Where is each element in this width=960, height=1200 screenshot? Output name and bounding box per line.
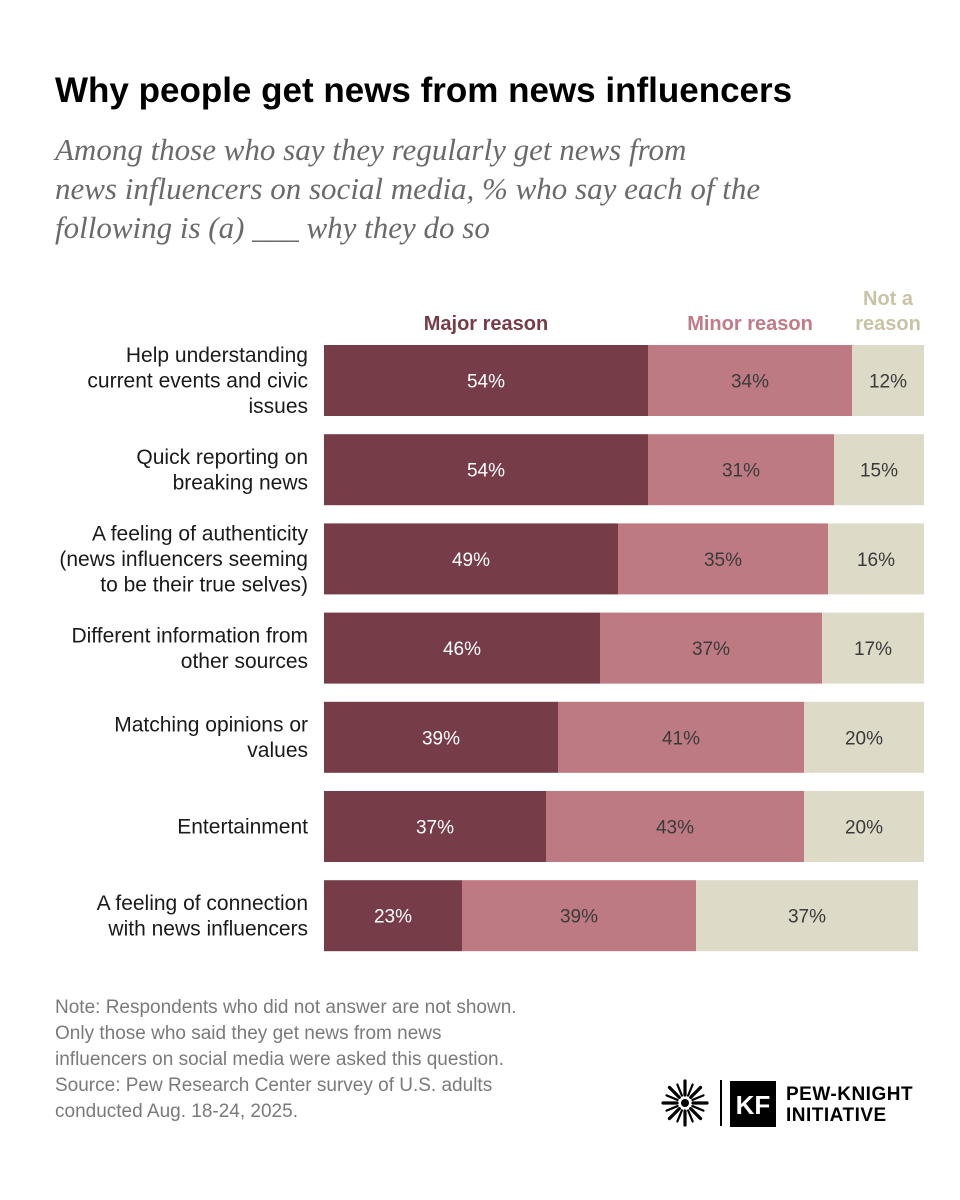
legend-label: Not a (863, 288, 914, 310)
subtitle-line: news influencers on social media, % who … (55, 171, 761, 206)
bar-segment (852, 345, 924, 416)
data-label: 31% (722, 461, 760, 482)
data-label: 37% (692, 639, 730, 660)
stacked-bar-chart: 54% 34% 12% Help understanding current event… (59, 288, 924, 952)
category-label: issues (248, 395, 308, 418)
note-line: influencers on social media were asked t… (55, 1049, 504, 1070)
data-label: 54% (467, 372, 505, 393)
data-label: 41% (662, 728, 700, 749)
category-label: (news influencers seeming (59, 548, 308, 571)
category-label: other sources (181, 650, 308, 673)
bar-segment (822, 612, 924, 684)
bar-segment (324, 701, 558, 773)
data-label: 39% (560, 907, 598, 928)
chart-subtitle: Among those who say they regularly get n… (55, 130, 915, 247)
source-line: Source: Pew Research Center survey of U.… (55, 1075, 493, 1096)
bar-segment (804, 701, 924, 773)
pew-sunburst-icon (661, 1079, 709, 1127)
data-label: 54% (467, 461, 505, 482)
legend-label: reason (855, 313, 921, 335)
bar-segment (618, 523, 828, 595)
category-label: Help understanding (126, 344, 308, 367)
chart-title: Why people get news from news influencer… (55, 71, 793, 110)
data-label: 20% (845, 818, 883, 839)
bar-segment (462, 880, 696, 952)
bar-segment (600, 612, 822, 684)
bar-segment (648, 345, 852, 416)
bar-segment (834, 434, 924, 506)
category-label: A feeling of connection (97, 892, 308, 915)
initiative-line: PEW-KNIGHT (786, 1084, 914, 1105)
bar-segment (324, 434, 648, 506)
bar-segment (324, 345, 648, 416)
initiative-line: INITIATIVE (786, 1105, 887, 1126)
bar-segment (558, 701, 804, 773)
pew-knight-logo: KF PEW-KNIGHT INITIATIVE (660, 1078, 920, 1130)
category-label: A feeling of authenticity (92, 522, 308, 545)
source-line: conducted Aug. 18-24, 2025. (55, 1101, 298, 1122)
chart-note: Note: Respondents who did not answer are… (55, 995, 615, 1125)
data-label: 49% (452, 550, 490, 571)
category-label: Quick reporting on (136, 446, 308, 469)
subtitle-line: Among those who say they regularly get n… (55, 132, 687, 167)
bar-segment (324, 612, 600, 684)
data-label: 37% (416, 818, 454, 839)
data-label: 16% (857, 550, 895, 571)
bar-segment (696, 880, 918, 952)
category-label: breaking news (173, 471, 308, 494)
subtitle-line: following is (a) ___ why they do so (55, 210, 490, 245)
data-label: 12% (869, 372, 907, 393)
category-label: Different information from (71, 624, 308, 647)
data-label: 34% (731, 372, 769, 393)
category-label: with news influencers (107, 917, 308, 940)
logo-divider (720, 1080, 722, 1126)
category-label: current events and civic (87, 370, 308, 393)
data-label: 39% (422, 728, 460, 749)
data-label: 23% (374, 907, 412, 928)
category-label: Matching opinions or (114, 714, 308, 737)
bar-segment (648, 434, 834, 506)
legend-label: Major reason (424, 313, 548, 335)
initiative-wordmark: PEW-KNIGHT INITIATIVE (786, 1084, 913, 1126)
data-label: 37% (788, 907, 826, 928)
bar-segment (324, 523, 618, 595)
data-label: 17% (854, 639, 892, 660)
note-line: Note: Respondents who did not answer are… (55, 997, 517, 1018)
data-label: 46% (443, 639, 481, 660)
data-label: 43% (656, 818, 694, 839)
kf-logo-text: KF (736, 1090, 771, 1120)
kf-logo-mark: KF (730, 1081, 776, 1127)
data-label: 20% (845, 728, 883, 749)
category-label: values (247, 739, 308, 762)
bar-segment (324, 791, 546, 862)
bar-segment (324, 880, 462, 952)
legend-label: Minor reason (687, 313, 813, 335)
category-label: Entertainment (177, 816, 308, 839)
note-line: Only those who said they get news from n… (55, 1023, 442, 1044)
data-label: 15% (860, 461, 898, 482)
bar-segment (546, 791, 804, 862)
category-label: to be their true selves) (100, 573, 308, 596)
data-label: 35% (704, 550, 742, 571)
bar-segment (804, 791, 924, 862)
bar-segment (828, 523, 924, 595)
